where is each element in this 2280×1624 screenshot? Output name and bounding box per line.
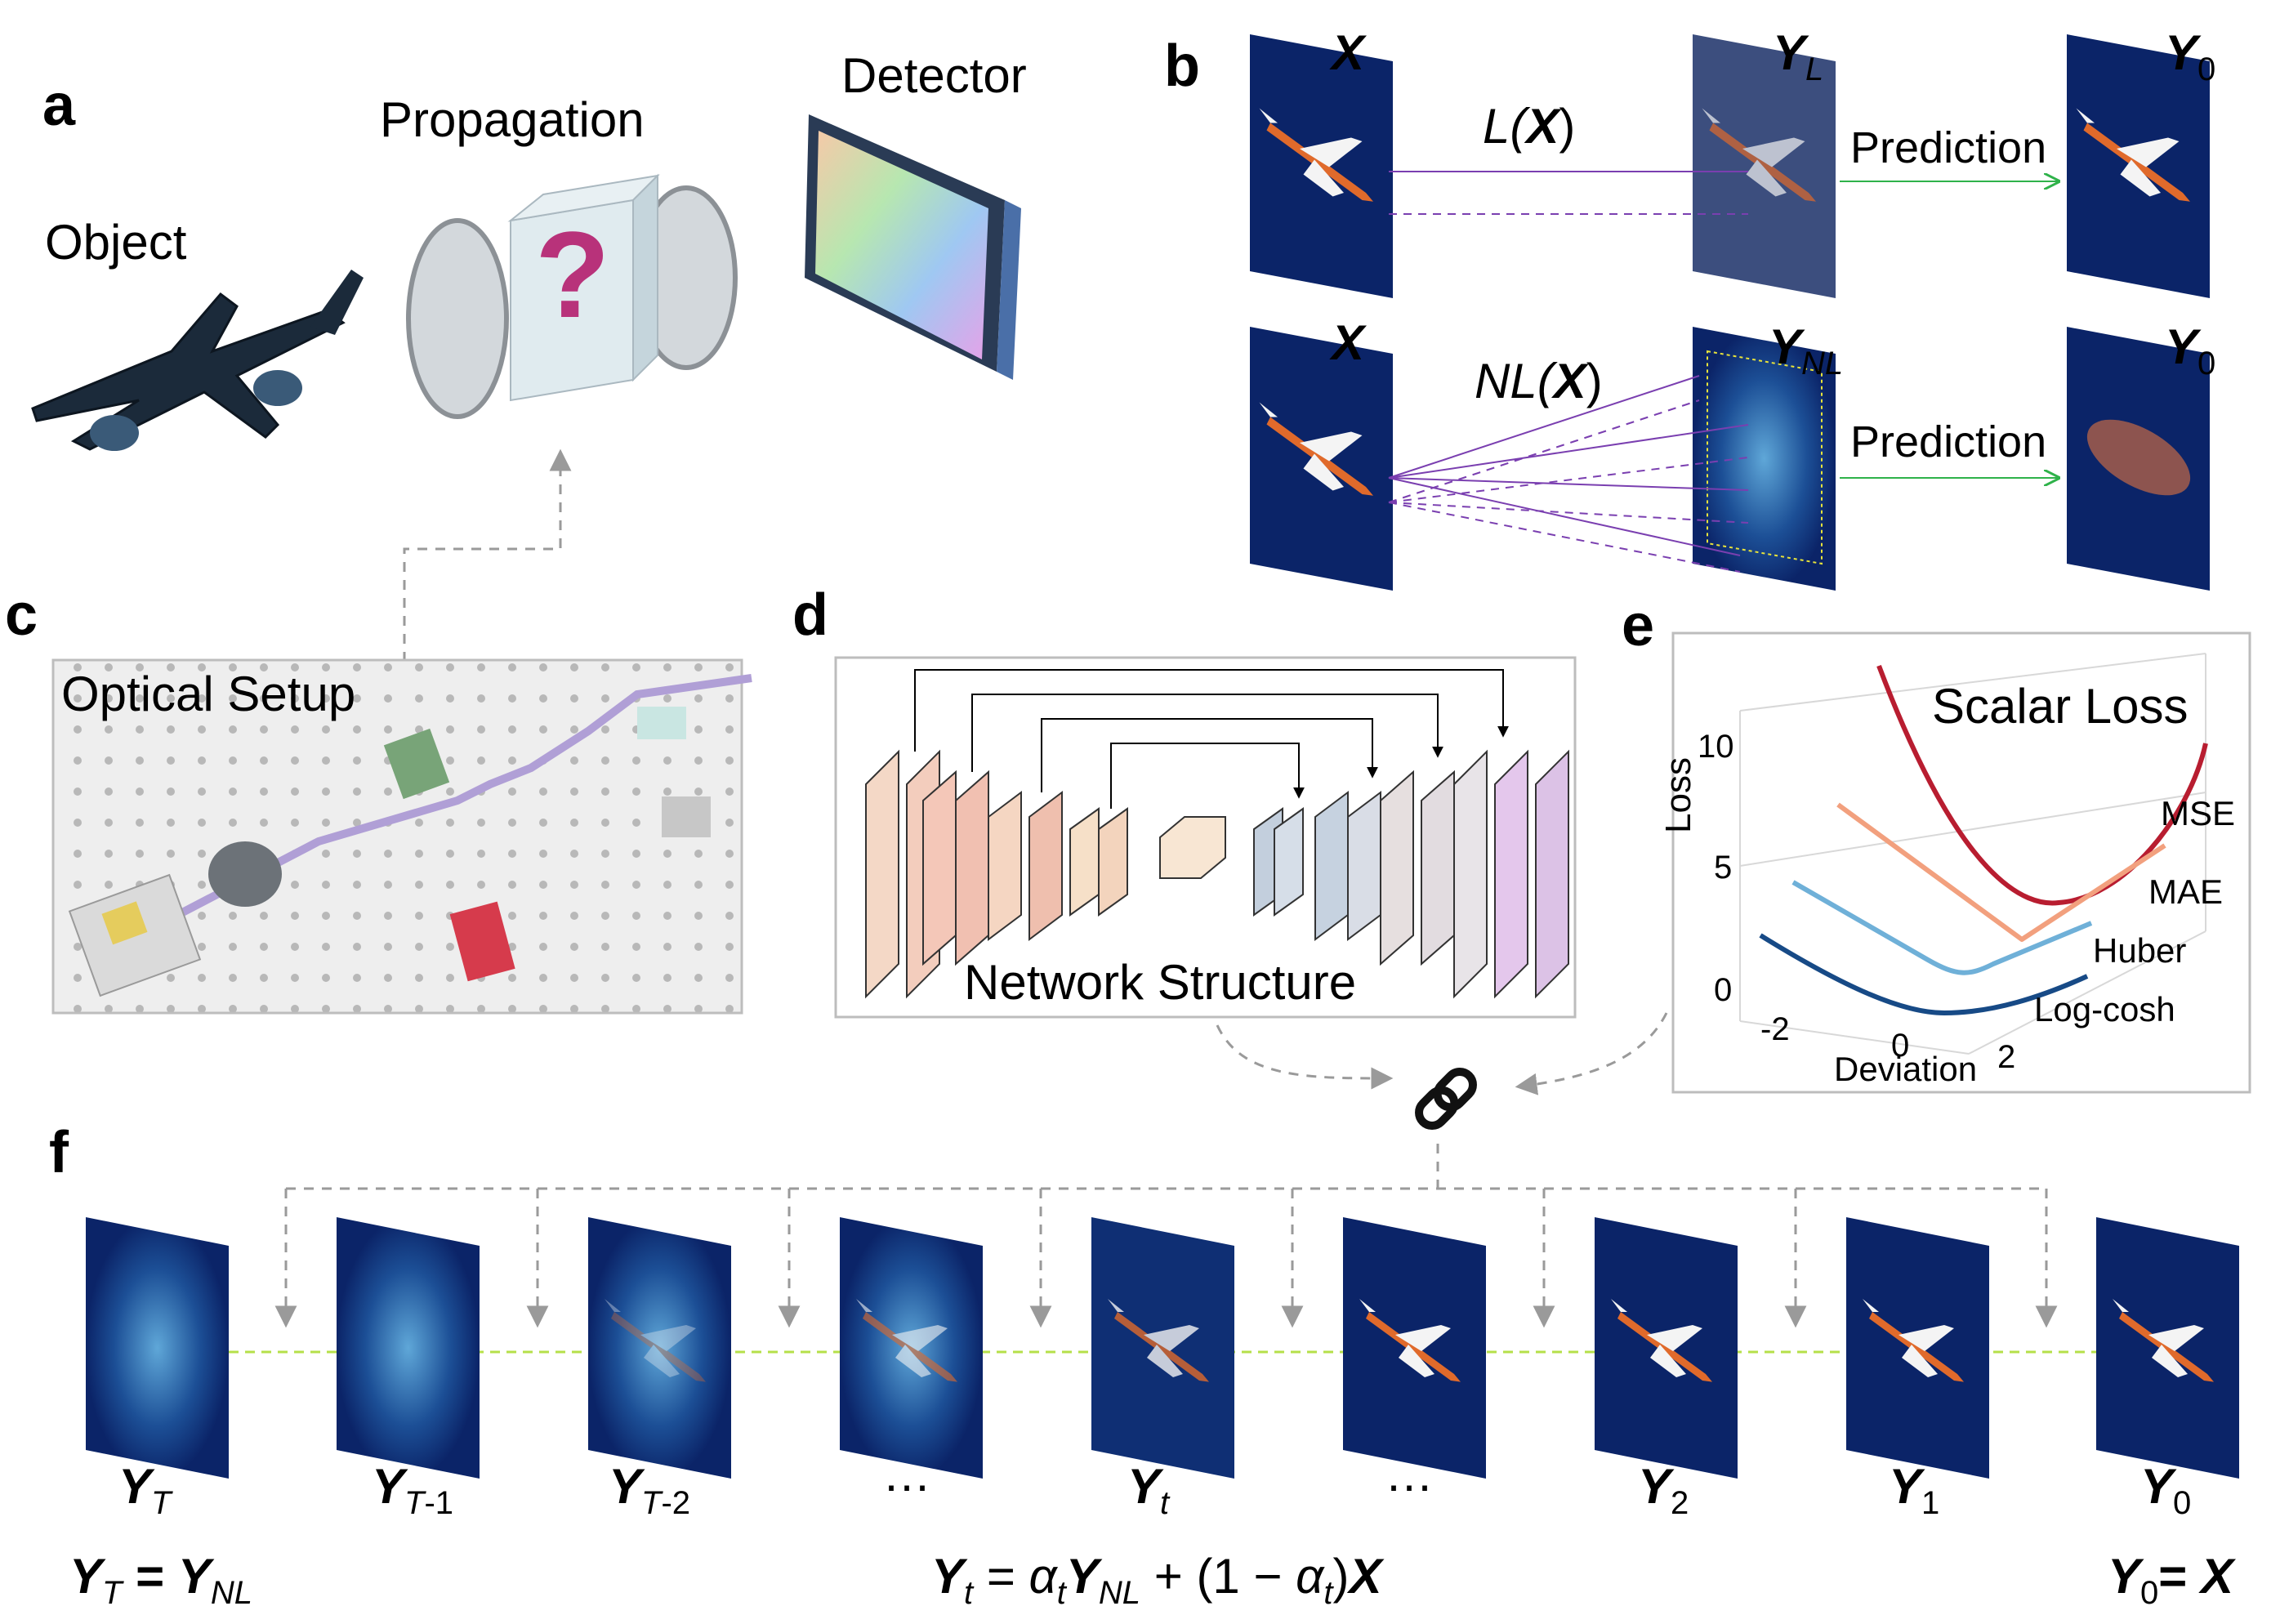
panel-label-c: c xyxy=(5,582,38,648)
legend-logcosh: Log-cosh xyxy=(2034,990,2175,1028)
frame-mid-a xyxy=(840,1217,983,1479)
b-row2-prediction: Prediction xyxy=(1850,417,2047,466)
image-y0-blur-row2 xyxy=(2067,327,2210,591)
panel-e xyxy=(1515,631,2251,1095)
image-x-row2 xyxy=(1250,327,1393,591)
xtick-0: 0 xyxy=(1891,1028,1910,1064)
b-row1-yl: YL xyxy=(1773,25,1824,87)
b-row1-prediction: Prediction xyxy=(1850,123,2047,172)
scalar-loss-title: Scalar Loss xyxy=(1932,679,2189,734)
frame-yt-2 xyxy=(588,1217,731,1479)
panel-f xyxy=(86,1144,2239,1479)
ytick-10: 10 xyxy=(1698,729,1734,765)
b-row1-x: X xyxy=(1332,25,1365,80)
propagation-cube xyxy=(507,173,660,402)
optical-setup-title: Optical Setup xyxy=(61,667,356,721)
image-yl-row1 xyxy=(1693,34,1836,298)
object-label: Object xyxy=(45,215,187,270)
f-label-y1: Y1 xyxy=(1889,1459,1940,1521)
b-row2-ynl: YNL xyxy=(1769,319,1844,381)
equation-y0-equals-x: Y0= X xyxy=(2108,1549,2234,1611)
panel-d xyxy=(834,656,1577,1090)
b-row2-y0: Y0 xyxy=(2165,319,2216,381)
ytick-5: 5 xyxy=(1714,850,1733,886)
xtick-2: 2 xyxy=(1997,1039,2016,1075)
loss-axis-label: Loss xyxy=(1658,757,1698,833)
f-label-yt-1: YT-1 xyxy=(372,1459,454,1521)
f-label-y0: Y0 xyxy=(2140,1459,2192,1521)
mse-curve xyxy=(1876,664,2208,906)
frame-yt-small xyxy=(1091,1217,1234,1479)
mae-curve xyxy=(1836,802,2166,942)
optical-setup-illustration xyxy=(68,674,752,997)
detector-icon xyxy=(805,114,1021,380)
ytick-0: 0 xyxy=(1714,972,1733,1008)
frame-y0 xyxy=(2096,1217,2239,1479)
frame-mid-b xyxy=(1343,1217,1486,1479)
b-row2-x: X xyxy=(1332,315,1365,370)
equation-interpolation: Yt = αtYNL + (1 − αt)X xyxy=(931,1549,1382,1611)
network-structure-title: Network Structure xyxy=(964,955,1357,1010)
question-mark-icon: ? xyxy=(535,206,610,343)
f-label-yt-2: YT-2 xyxy=(609,1459,691,1521)
panel-label-a: a xyxy=(42,73,76,138)
lens-icon xyxy=(406,185,738,419)
f-ellipsis-2: … xyxy=(1385,1447,1434,1501)
chain-link-icon xyxy=(1415,1068,1477,1130)
image-y0-row1 xyxy=(2067,34,2210,298)
huber-curve xyxy=(1791,880,2093,975)
deviation-axis-label: Deviation xyxy=(1834,1050,1978,1088)
xtick-neg2: -2 xyxy=(1760,1011,1790,1047)
panel-c xyxy=(51,658,752,1015)
f-ellipsis-1: … xyxy=(882,1447,931,1501)
panel-label-e: e xyxy=(1622,593,1655,658)
panel-label-f: f xyxy=(49,1120,69,1185)
panel-a xyxy=(31,114,1021,662)
legend-mae: MAE xyxy=(2148,872,2224,911)
b-row2-operator: NL(X) xyxy=(1475,354,1603,408)
propagation-label: Propagation xyxy=(380,92,645,147)
legend-huber: Huber xyxy=(2093,931,2187,970)
legend-mse: MSE xyxy=(2161,794,2236,832)
airplane-icon xyxy=(31,270,364,451)
f-label-yt: YT xyxy=(118,1459,172,1521)
panel-label-d: d xyxy=(792,582,828,648)
f-label-y2: Y2 xyxy=(1638,1459,1689,1521)
image-x-row1 xyxy=(1250,34,1393,298)
b-row1-operator: L(X) xyxy=(1483,99,1576,154)
b-row1-y0: Y0 xyxy=(2165,25,2216,87)
panel-b xyxy=(1250,34,2210,591)
panel-label-b: b xyxy=(1164,33,1200,99)
image-ynl-row2 xyxy=(1693,327,1836,591)
equation-yt-equals-ynl: YT = YNL xyxy=(69,1549,253,1611)
network-structure-diagram xyxy=(865,749,1569,999)
logcosh-curve xyxy=(1759,933,2089,1016)
frame-yt xyxy=(86,1217,229,1479)
f-label-yt-small: Yt xyxy=(1127,1459,1170,1521)
frame-yt-1 xyxy=(337,1217,480,1479)
frame-y2 xyxy=(1595,1217,1738,1479)
detector-label: Detector xyxy=(841,48,1027,103)
frame-y1 xyxy=(1846,1217,1989,1479)
